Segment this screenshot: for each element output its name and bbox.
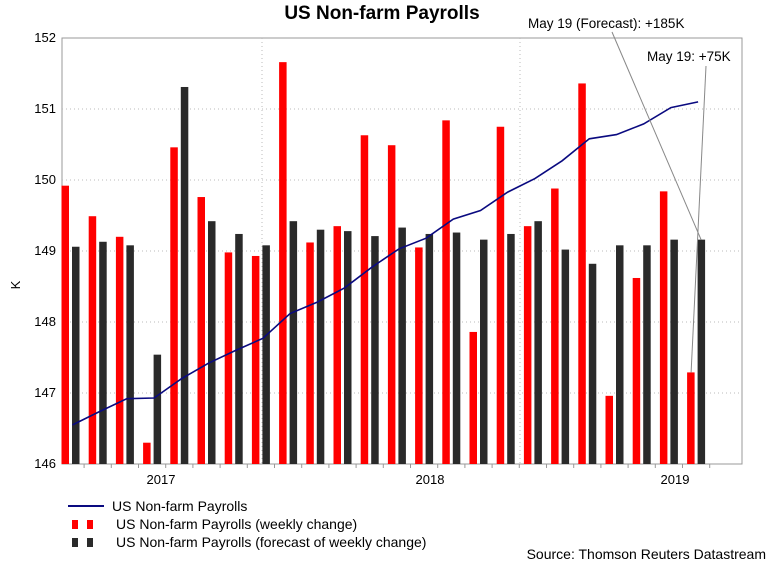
forecast-bar <box>316 229 325 464</box>
forecast-bar <box>344 231 352 464</box>
y-tick-label: 152 <box>34 30 56 45</box>
weekly-change-bar <box>578 83 586 464</box>
payrolls-line <box>72 101 699 426</box>
weekly-change-bar <box>469 331 477 464</box>
weekly-change-bar <box>442 120 450 465</box>
y-tick-label: 147 <box>34 385 56 400</box>
forecast-bar <box>425 233 434 464</box>
legend-red-bars-swatch <box>68 519 108 529</box>
weekly-change-bar <box>415 247 423 464</box>
weekly-change-bar <box>333 226 341 464</box>
annotation-actual: May 19: +75K <box>647 49 731 64</box>
annotation-forecast: May 19 (Forecast): +185K <box>528 16 684 31</box>
chart-title: US Non-farm Payrolls <box>284 3 479 24</box>
weekly-change-bar <box>115 236 124 464</box>
forecast-bar <box>452 232 461 464</box>
annotation-leader-forecast <box>611 31 702 240</box>
forecast-bar <box>262 245 270 464</box>
weekly-change-bar <box>605 395 613 464</box>
weekly-change-bar <box>143 442 151 464</box>
forecast-bar <box>126 245 134 464</box>
forecast-bar <box>208 221 216 464</box>
legend-item-forecast: US Non-farm Payrolls (forecast of weekly… <box>68 533 426 551</box>
weekly-change-bar <box>387 145 396 464</box>
forecast-bar <box>588 263 597 464</box>
weekly-change-bar <box>197 197 205 465</box>
forecast-bar <box>371 236 379 464</box>
y-tick-label: 148 <box>34 314 56 329</box>
x-tick-label: 2017 <box>147 472 176 487</box>
forecast-bar <box>561 249 570 464</box>
annotation-leader-actual <box>690 65 707 373</box>
weekly-change-bar <box>632 277 641 464</box>
weekly-change-bar <box>224 252 233 464</box>
y-tick-label: 150 <box>34 172 56 187</box>
y-tick-label: 146 <box>34 456 56 471</box>
forecast-bar <box>398 227 406 464</box>
y-tick-label: 149 <box>34 243 56 258</box>
forecast-bar <box>99 241 107 464</box>
legend-line-swatch <box>68 505 104 507</box>
legend-line-label: US Non-farm Payrolls <box>112 498 248 514</box>
legend-weekly-label: US Non-farm Payrolls (weekly change) <box>116 516 358 532</box>
legend-black-bars-swatch <box>68 537 108 547</box>
x-tick-label: 2019 <box>661 472 690 487</box>
weekly-change-bar <box>496 126 505 464</box>
weekly-change-bar <box>551 188 559 464</box>
x-tick-labels: 2017 2018 2019 <box>83 464 711 487</box>
forecast-bar <box>643 245 651 464</box>
weekly-change-bar <box>88 216 97 464</box>
payrolls-line-path <box>72 101 699 426</box>
legend-item-line: US Non-farm Payrolls <box>68 497 426 515</box>
weekly-change-bar <box>360 135 369 464</box>
bars <box>61 62 706 465</box>
weekly-change-bar <box>279 62 287 464</box>
legend-forecast-label: US Non-farm Payrolls (forecast of weekly… <box>116 534 427 550</box>
legend: US Non-farm Payrolls US Non-farm Payroll… <box>68 497 426 551</box>
forecast-bar <box>697 239 706 464</box>
weekly-change-bar <box>251 255 260 464</box>
weekly-change-bar <box>306 242 314 464</box>
source-note: Source: Thomson Reuters Datastream <box>526 546 766 562</box>
weekly-change-bar <box>659 191 668 465</box>
y-tick-label: 151 <box>34 101 56 116</box>
annotations: May 19 (Forecast): +185K May 19: +75K <box>528 16 731 373</box>
forecast-bar <box>507 233 515 464</box>
forecast-bar <box>480 239 488 464</box>
y-tick-labels: 146 147 148 149 150 151 152 <box>34 30 56 471</box>
forecast-bar <box>616 245 624 464</box>
weekly-change-bar <box>523 226 532 464</box>
forecast-bar <box>72 246 80 464</box>
weekly-change-bar <box>170 147 178 464</box>
forecast-bar <box>180 86 189 465</box>
weekly-change-bar <box>61 185 69 464</box>
x-tick-label: 2018 <box>416 472 445 487</box>
forecast-bar <box>670 239 678 464</box>
forecast-bar <box>289 221 298 464</box>
weekly-change-bar <box>687 372 695 464</box>
forecast-bar <box>534 221 542 464</box>
forecast-bar <box>153 354 162 464</box>
legend-item-weekly: US Non-farm Payrolls (weekly change) <box>68 515 426 533</box>
y-axis-label: K <box>8 280 23 289</box>
